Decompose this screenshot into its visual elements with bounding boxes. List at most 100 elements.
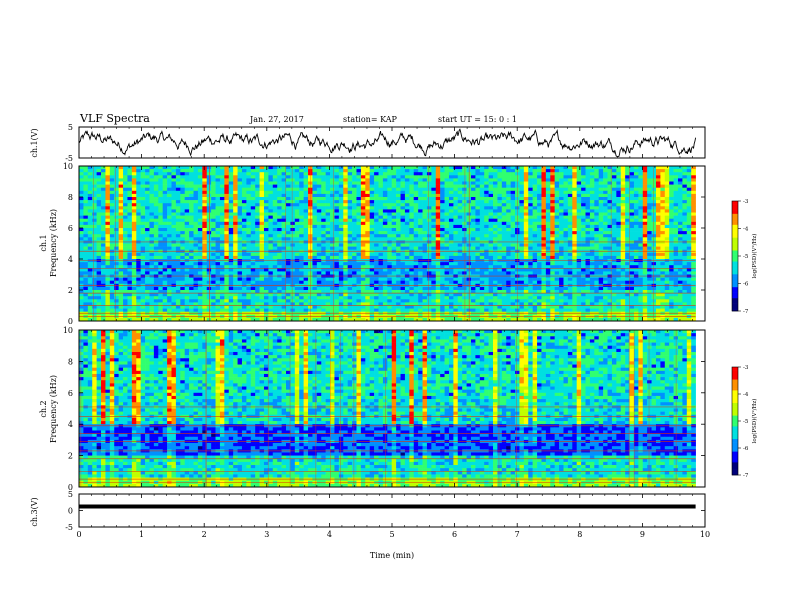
- spec1-cell: [215, 187, 221, 192]
- spec1-cell: [404, 193, 410, 198]
- spec1-cell: [118, 231, 124, 235]
- spec1-cell: [127, 231, 133, 235]
- spec1-cell: [488, 268, 494, 272]
- spec1-cell: [563, 224, 569, 229]
- spec1-cell: [444, 231, 450, 235]
- spec1-cell: [638, 203, 644, 207]
- spec1-cell: [303, 166, 309, 170]
- spec1-cell: [532, 172, 538, 176]
- spec1-cell: [616, 262, 622, 266]
- spec1-cell: [444, 197, 450, 201]
- spec1-cell: [87, 184, 93, 188]
- spec1-cell: [585, 181, 591, 185]
- spec1-cell: [660, 197, 666, 201]
- spec1-cell: [294, 271, 300, 275]
- spec1-cell: [493, 243, 498, 247]
- spec1-cell: [316, 212, 322, 216]
- spec1-cell: [101, 243, 106, 247]
- spec1-cell: [387, 184, 392, 188]
- spec1-cell: [638, 262, 644, 266]
- spec1-cell: [259, 262, 265, 266]
- spec1-cell: [215, 221, 221, 226]
- spec1-cell: [567, 193, 573, 198]
- spec1-cell: [655, 255, 661, 260]
- spec1-cell: [312, 221, 318, 226]
- spec1-cell: [435, 224, 441, 229]
- spec1-cell: [127, 212, 133, 216]
- spec1-cell: [281, 234, 287, 238]
- spec1-cell: [378, 169, 384, 173]
- spec1-cell: [523, 252, 529, 257]
- spec1-cell: [559, 166, 564, 170]
- spec1-cell: [409, 190, 415, 195]
- spec1-cell: [374, 262, 379, 266]
- spec1-cell: [440, 203, 445, 207]
- spec1-cell: [497, 228, 503, 232]
- spec1-cell: [493, 172, 498, 176]
- spec1-cell: [585, 246, 591, 250]
- spec1-cell: [255, 184, 260, 188]
- spec1-cell: [140, 265, 146, 269]
- spec1-cell: [101, 172, 106, 176]
- spec1-cell: [475, 234, 481, 238]
- spec1-cell: [422, 184, 428, 188]
- spec1-cell: [131, 178, 137, 182]
- spec1-cell: [175, 184, 181, 188]
- spec1-cell: [87, 224, 93, 229]
- spec1-cell: [290, 262, 296, 266]
- spec1-cell: [554, 206, 560, 210]
- spec1-cell: [83, 224, 89, 229]
- spec1-cell: [215, 212, 221, 216]
- spec1-cell: [360, 215, 366, 219]
- spec1-cell: [435, 209, 441, 213]
- spec1-cell: [682, 212, 688, 216]
- spec1-cell: [431, 190, 437, 195]
- spec1-cell: [400, 212, 406, 216]
- spec1-cell: [268, 221, 274, 226]
- spec1-cell: [268, 172, 274, 176]
- spec1-cell: [686, 234, 692, 238]
- spec1-cell: [272, 175, 278, 179]
- spec1-cell: [365, 172, 370, 176]
- spec1-cell: [149, 221, 155, 226]
- spec1-cell: [426, 197, 432, 201]
- spec1-cell: [149, 234, 155, 238]
- spec1-cell: [519, 271, 525, 275]
- spec1-cell: [352, 237, 357, 241]
- spec1-cell: [312, 187, 318, 192]
- spec1-cell: [211, 221, 216, 226]
- spec1-cell: [633, 228, 639, 232]
- spec1-cell: [365, 212, 370, 216]
- spec1-cell: [175, 252, 181, 257]
- spec1-cell: [470, 268, 476, 272]
- spec1-cell: [96, 193, 102, 198]
- spec1-cell: [193, 234, 199, 238]
- spec1-cell: [528, 255, 533, 260]
- spec1-cell: [202, 234, 208, 238]
- spec1-cell: [96, 221, 102, 226]
- spec1-cell: [83, 234, 89, 238]
- spec1-cell: [114, 234, 119, 238]
- spec1-cell: [184, 268, 190, 272]
- spec1-cell: [594, 215, 600, 219]
- spec1-cell: [365, 197, 370, 201]
- spec1-cell: [149, 255, 155, 260]
- spec1-cell: [184, 178, 190, 182]
- spec1-cell: [470, 187, 476, 192]
- spec1-cell: [391, 271, 397, 275]
- spec1-cell: [453, 246, 459, 250]
- spec1-cell: [567, 209, 573, 213]
- spec1-cell: [237, 221, 243, 226]
- spec1-cell: [352, 184, 357, 188]
- spec1-cell: [180, 197, 185, 201]
- spec1-cell: [537, 184, 542, 188]
- spec1-cell: [167, 231, 172, 235]
- spec1-cell: [620, 172, 626, 176]
- spec1-cell: [202, 172, 208, 176]
- spec1-cell: [603, 262, 608, 266]
- spec1-cell: [647, 255, 652, 260]
- spec1-cell: [127, 197, 133, 201]
- spec1-cell: [321, 206, 326, 210]
- spec1-cell: [136, 209, 141, 213]
- spec1-cell: [629, 184, 635, 188]
